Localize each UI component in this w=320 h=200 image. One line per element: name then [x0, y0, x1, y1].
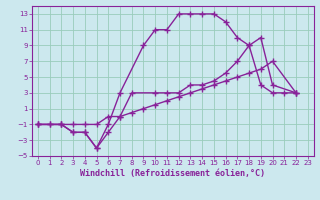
X-axis label: Windchill (Refroidissement éolien,°C): Windchill (Refroidissement éolien,°C) [80, 169, 265, 178]
